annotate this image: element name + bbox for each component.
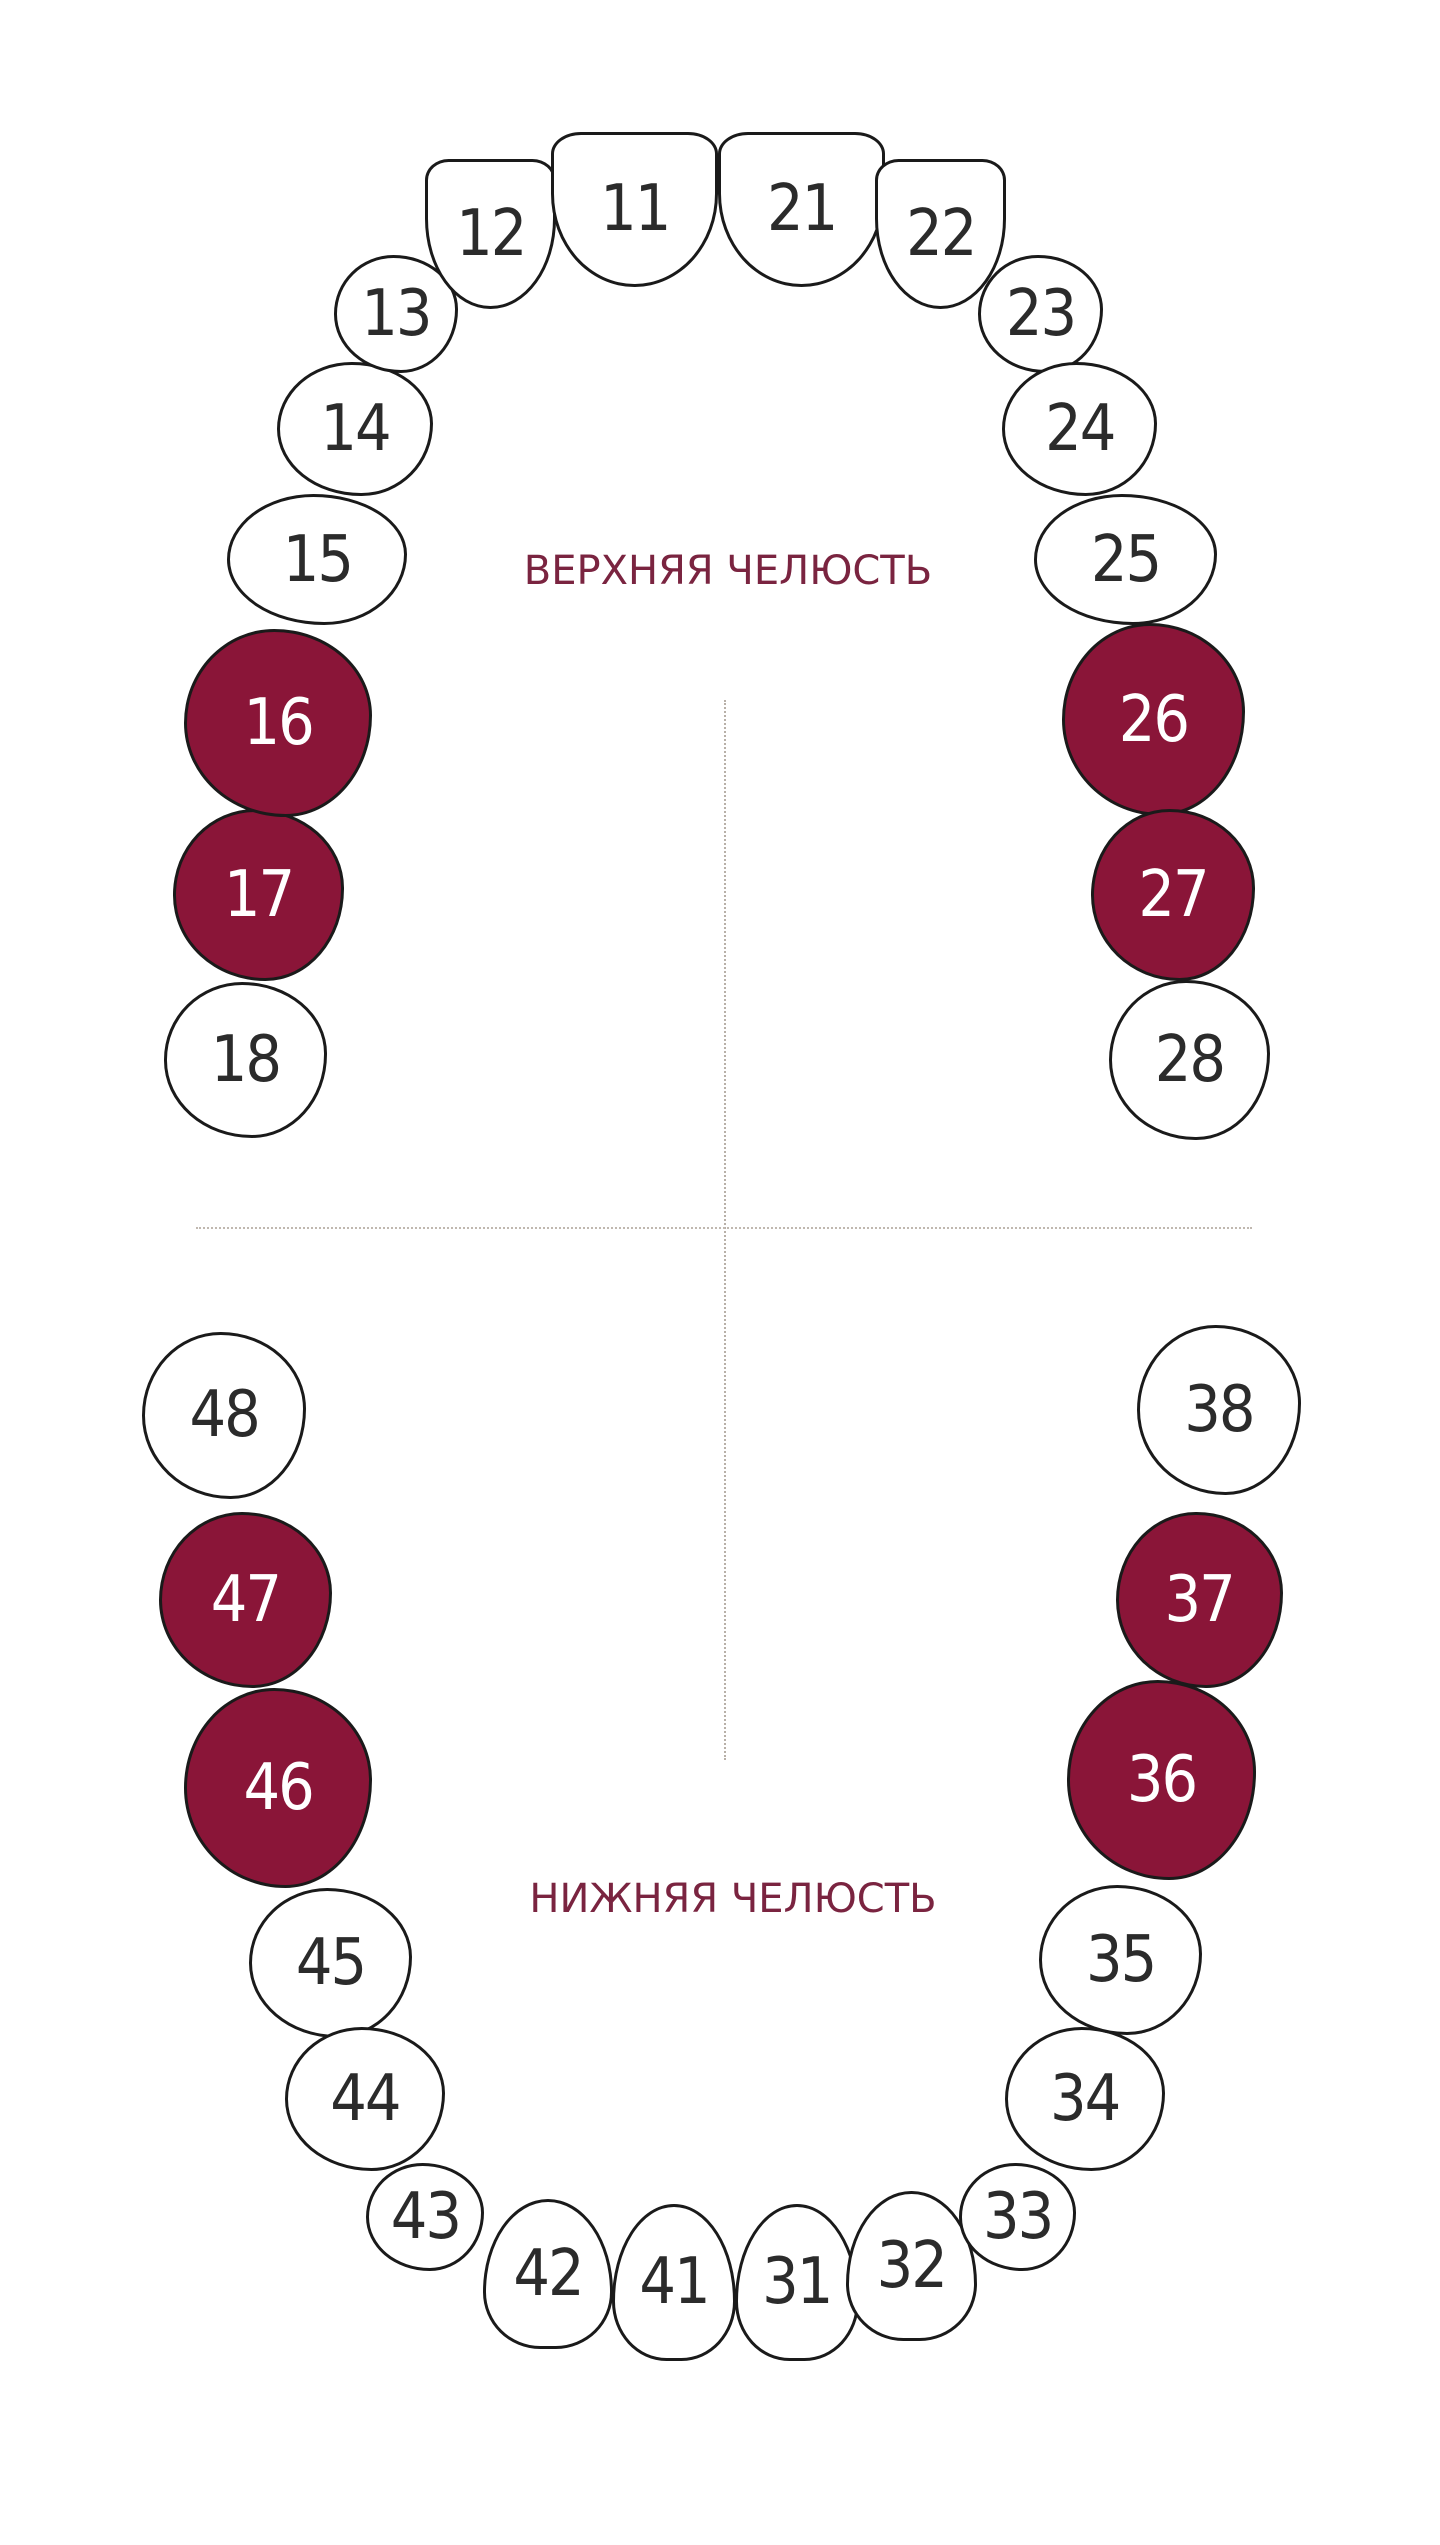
tooth-36[interactable]: 36 bbox=[1066, 1680, 1257, 1880]
tooth-47[interactable]: 47 bbox=[158, 1511, 333, 1689]
midline-horizontal bbox=[196, 1227, 1252, 1229]
tooth-13[interactable]: 13 bbox=[333, 255, 459, 373]
tooth-45[interactable]: 45 bbox=[248, 1887, 413, 2039]
tooth-48[interactable]: 48 bbox=[142, 1331, 306, 1499]
tooth-16[interactable]: 16 bbox=[184, 629, 373, 818]
tooth-24[interactable]: 24 bbox=[1002, 361, 1158, 496]
tooth-21[interactable]: 21 bbox=[718, 131, 886, 288]
tooth-44[interactable]: 44 bbox=[284, 2027, 445, 2171]
tooth-42[interactable]: 42 bbox=[482, 2198, 614, 2350]
tooth-34[interactable]: 34 bbox=[1004, 2027, 1165, 2171]
tooth-11[interactable]: 11 bbox=[551, 131, 719, 288]
tooth-14[interactable]: 14 bbox=[277, 361, 433, 496]
tooth-38[interactable]: 38 bbox=[1137, 1325, 1301, 1496]
tooth-32[interactable]: 32 bbox=[845, 2190, 977, 2342]
tooth-31[interactable]: 31 bbox=[734, 2203, 859, 2361]
tooth-26[interactable]: 26 bbox=[1061, 623, 1245, 817]
tooth-15[interactable]: 15 bbox=[227, 494, 408, 625]
tooth-37[interactable]: 37 bbox=[1115, 1511, 1283, 1689]
tooth-46[interactable]: 46 bbox=[184, 1688, 373, 1888]
tooth-25[interactable]: 25 bbox=[1033, 494, 1218, 625]
midline-vertical bbox=[724, 700, 726, 1760]
tooth-17[interactable]: 17 bbox=[172, 809, 345, 981]
tooth-35[interactable]: 35 bbox=[1038, 1884, 1203, 2036]
tooth-18[interactable]: 18 bbox=[163, 982, 328, 1138]
tooth-12[interactable]: 12 bbox=[425, 158, 557, 310]
tooth-22[interactable]: 22 bbox=[875, 158, 1007, 310]
tooth-23[interactable]: 23 bbox=[978, 255, 1103, 373]
tooth-28[interactable]: 28 bbox=[1109, 979, 1270, 1141]
tooth-41[interactable]: 41 bbox=[611, 2203, 737, 2361]
tooth-27[interactable]: 27 bbox=[1091, 809, 1255, 981]
upper-jaw-label: ВЕРХНЯЯ ЧЕЛЮСТЬ bbox=[523, 548, 933, 594]
lower-jaw-label: НИЖНЯЯ ЧЕЛЮСТЬ bbox=[529, 1876, 937, 1922]
tooth-33[interactable]: 33 bbox=[958, 2162, 1077, 2271]
tooth-43[interactable]: 43 bbox=[366, 2162, 485, 2271]
